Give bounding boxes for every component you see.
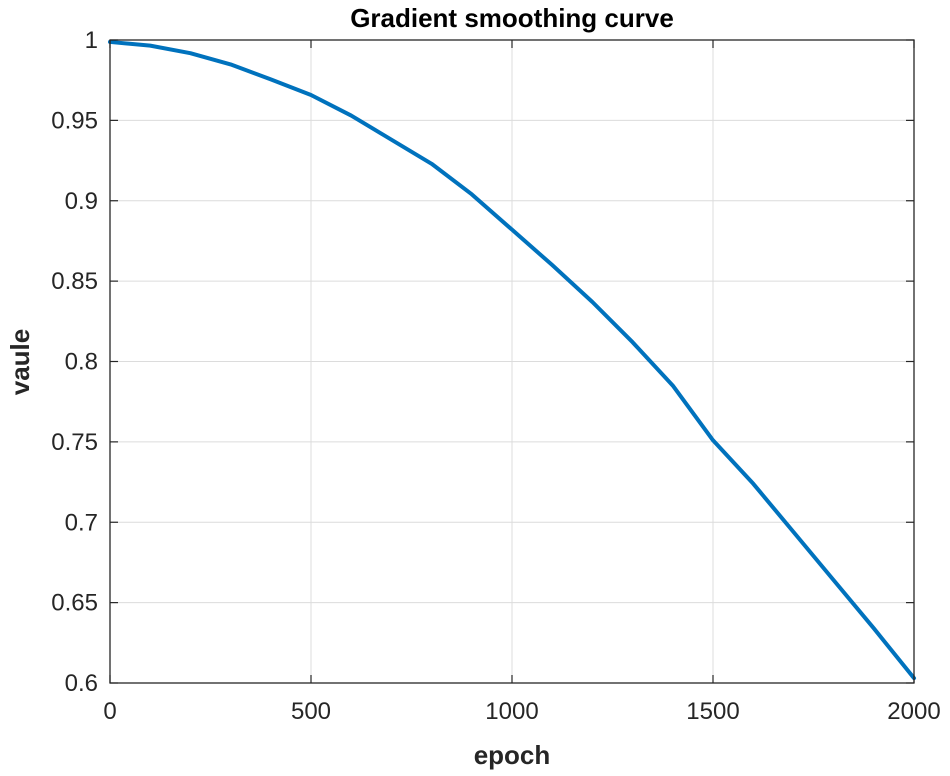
y-tick-label: 0.6 [65,670,98,697]
y-tick-label: 0.65 [51,590,98,617]
tick-marks [109,39,915,684]
chart-title: Gradient smoothing curve [350,3,674,33]
x-axis-title: epoch [474,740,551,770]
y-tick-label: 0.9 [65,188,98,215]
y-tick-label: 0.7 [65,509,98,536]
x-tick-label: 0 [103,698,116,725]
x-tick-label: 1500 [686,698,739,725]
y-tick-label: 0.8 [65,349,98,376]
y-tick-label: 1 [85,27,98,54]
y-axis-title: vaule [5,329,35,396]
grid-lines [110,40,914,683]
y-tick-label: 0.95 [51,107,98,134]
x-tick-label: 2000 [887,698,940,725]
series-line-0 [108,39,916,681]
x-tick-label: 1000 [485,698,538,725]
series-layer [108,39,916,681]
y-tick-labels: 0.6 0.65 0.7 0.75 0.8 0.85 0.9 0.95 1 [51,27,98,697]
y-tick-label: 0.75 [51,429,98,456]
y-tick-label: 0.85 [51,268,98,295]
x-tick-labels: 0 500 1000 1500 2000 [103,698,940,725]
x-tick-label: 500 [291,698,331,725]
